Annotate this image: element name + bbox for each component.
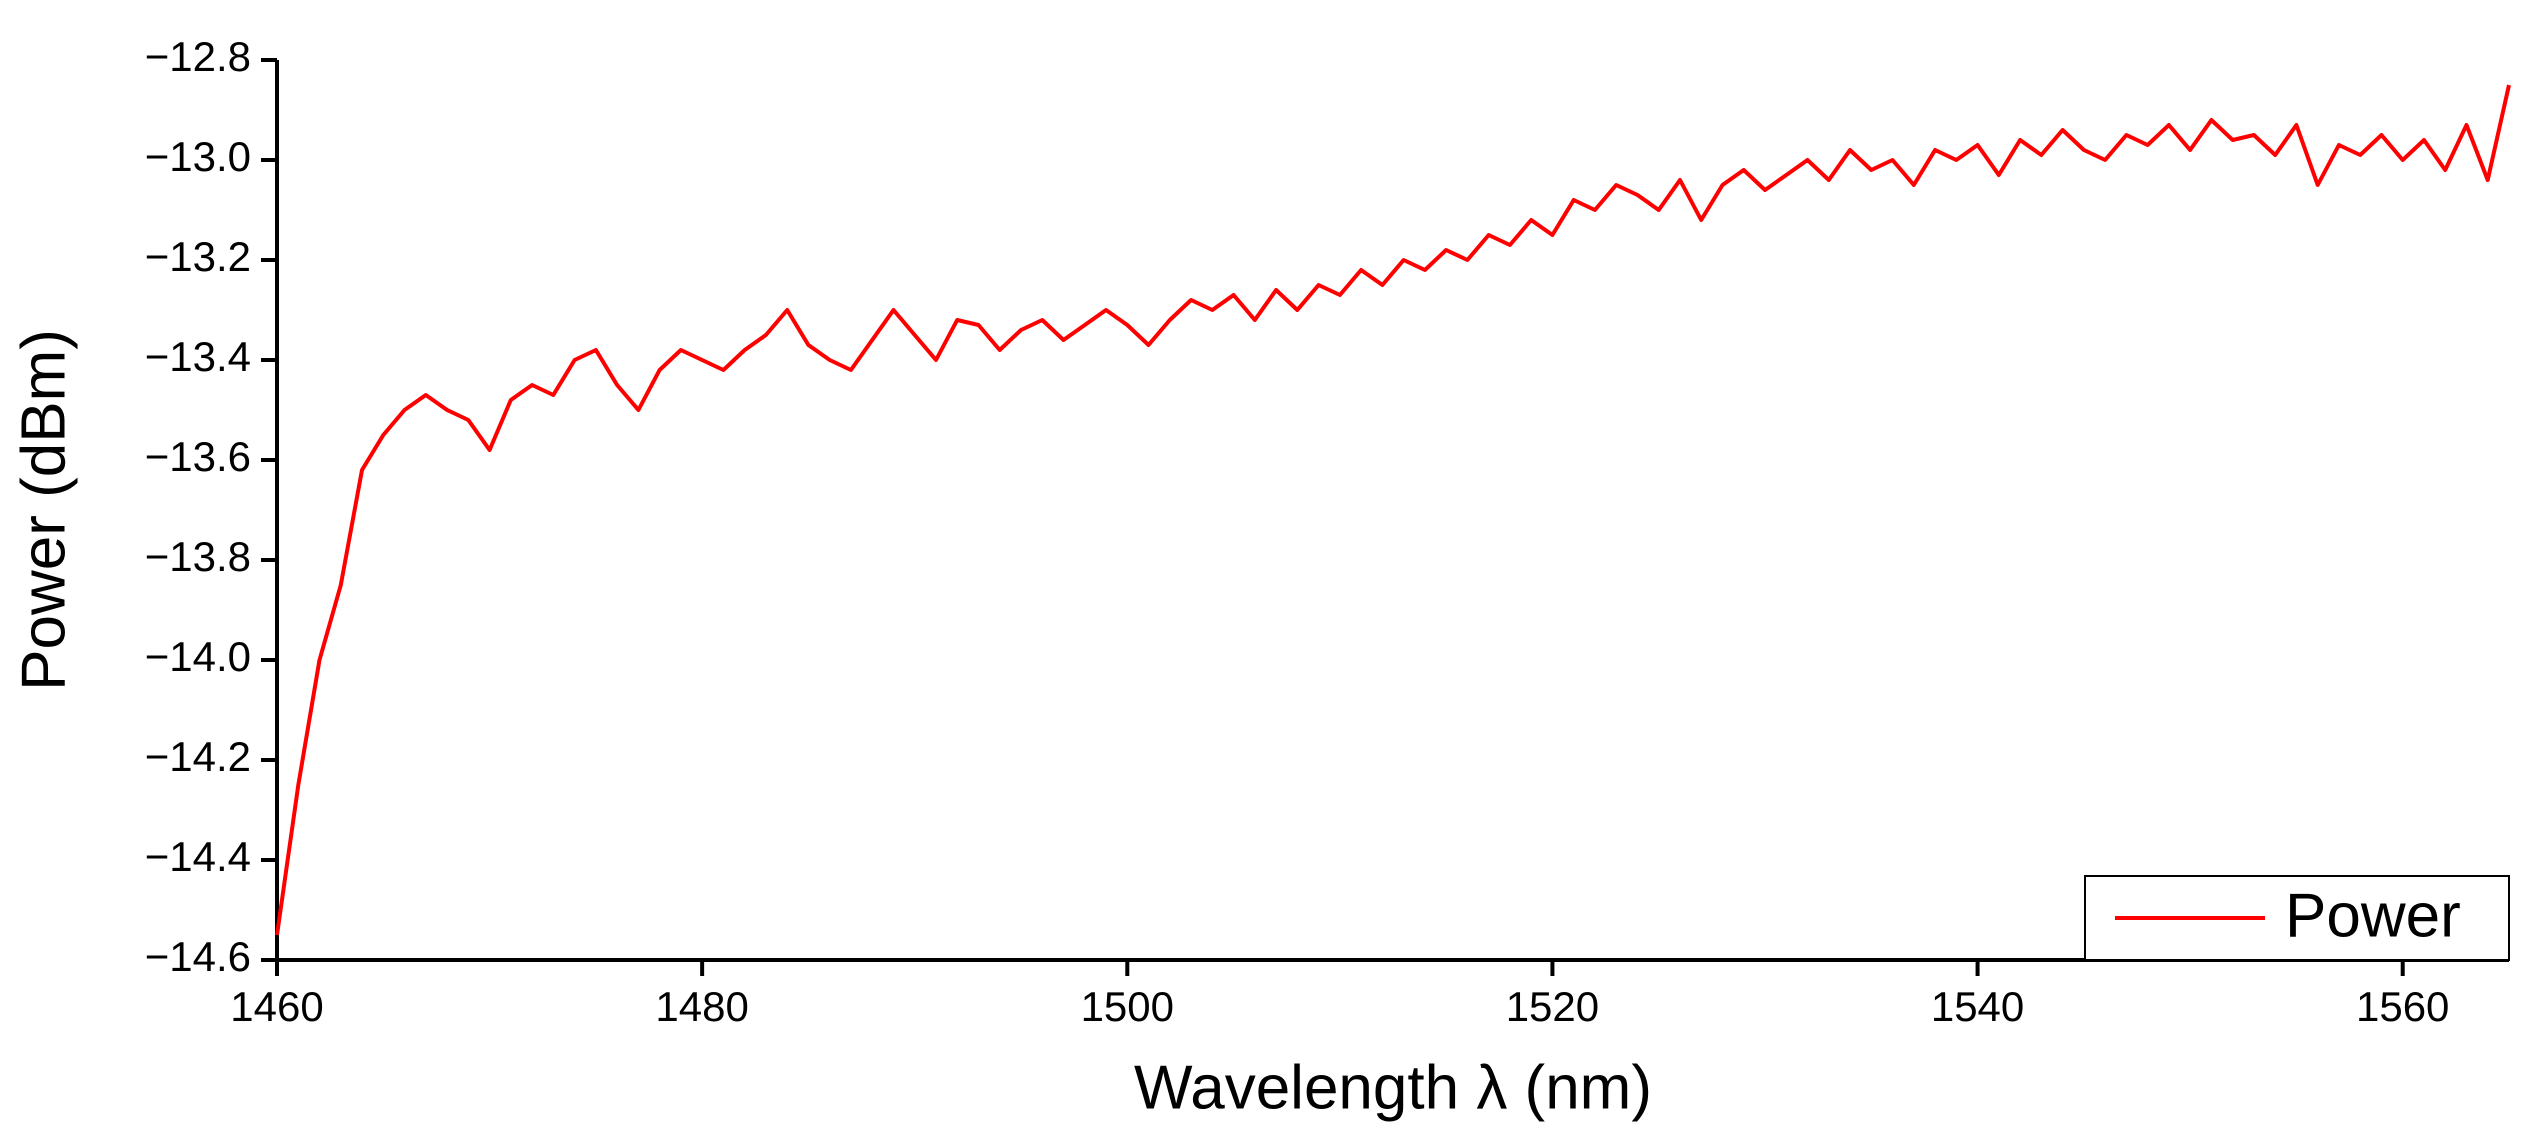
y-tick-label: −14.0 xyxy=(145,633,251,680)
y-tick-label: −14.2 xyxy=(145,733,251,780)
y-tick-label: −14.4 xyxy=(145,833,251,880)
y-tick-label: −14.6 xyxy=(145,933,251,980)
y-tick-label: −13.2 xyxy=(145,233,251,280)
legend-label: Power xyxy=(2285,881,2461,950)
x-tick-label: 1480 xyxy=(655,983,748,1030)
y-tick-label: −13.4 xyxy=(145,333,251,380)
y-tick-label: −12.8 xyxy=(145,33,251,80)
y-tick-label: −13.6 xyxy=(145,433,251,480)
x-tick-label: 1500 xyxy=(1081,983,1174,1030)
x-tick-label: 1540 xyxy=(1931,983,2024,1030)
y-tick-label: −13.8 xyxy=(145,533,251,580)
data-line xyxy=(275,84,2511,936)
x-tick-label: 1520 xyxy=(1506,983,1599,1030)
legend-box xyxy=(2084,875,2510,961)
x-axis-title: Wavelength λ (nm) xyxy=(1134,1053,1652,1122)
y-axis-title: Power (dBm) xyxy=(9,329,78,691)
x-tick-label: 1560 xyxy=(2356,983,2449,1030)
y-tick-label: −13.0 xyxy=(145,133,251,180)
x-tick-label: 1460 xyxy=(230,983,323,1030)
